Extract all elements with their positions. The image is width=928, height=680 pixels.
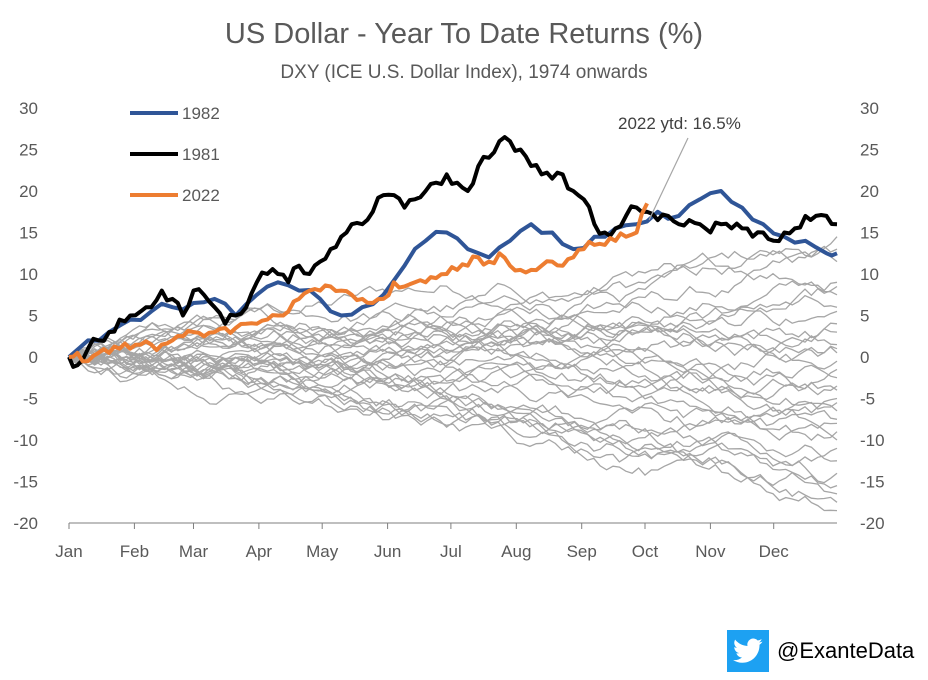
y-tick-label-left: 0 bbox=[29, 348, 38, 367]
y-tick-label-right: -20 bbox=[860, 514, 885, 533]
background-series-line bbox=[68, 350, 838, 484]
y-tick-label-right: 10 bbox=[860, 265, 879, 284]
y-tick-label-left: -20 bbox=[13, 514, 38, 533]
x-tick-labels: Jan Feb Mar Apr May Jun Jul Aug Sep Oct Nov Dec bbox=[55, 542, 789, 561]
y-tick-label-right: -5 bbox=[860, 390, 875, 409]
y-tick-label-right: 30 bbox=[860, 99, 879, 118]
series-line-1982 bbox=[67, 189, 838, 359]
x-tick-label: Mar bbox=[179, 542, 209, 561]
y-tick-label-left: 15 bbox=[19, 224, 38, 243]
y-axis-left: -20 -15 -10 -5 0 5 10 15 20 25 30 bbox=[13, 99, 38, 533]
x-tick-label: May bbox=[306, 542, 339, 561]
y-tick-label-right: -15 bbox=[860, 473, 885, 492]
x-tick-label: Feb bbox=[120, 542, 149, 561]
background-series-line bbox=[68, 349, 838, 462]
y-tick-label-left: 25 bbox=[19, 141, 38, 160]
y-tick-label-left: -15 bbox=[13, 473, 38, 492]
x-tick-label: Jul bbox=[440, 542, 462, 561]
y-tick-label-right: 20 bbox=[860, 182, 879, 201]
x-tick-label: Aug bbox=[501, 542, 531, 561]
x-tick-label: Nov bbox=[695, 542, 726, 561]
twitter-credit[interactable]: @ExanteData bbox=[727, 628, 914, 674]
y-tick-label-left: 20 bbox=[19, 182, 38, 201]
x-tick-label: Dec bbox=[759, 542, 790, 561]
x-tick-label: Sep bbox=[567, 542, 597, 561]
legend: 1982 1981 2022 bbox=[130, 104, 220, 205]
background-series-line bbox=[68, 308, 838, 361]
y-tick-label-right: 5 bbox=[860, 307, 869, 326]
legend-label-2022: 2022 bbox=[182, 186, 220, 205]
background-series-line bbox=[68, 334, 838, 401]
y-tick-label-left: 30 bbox=[19, 99, 38, 118]
series-line-1981 bbox=[67, 135, 838, 369]
background-series-line bbox=[68, 320, 838, 377]
x-axis bbox=[68, 522, 837, 529]
annotation-text: 2022 ytd: 16.5% bbox=[618, 114, 741, 133]
background-series-line bbox=[68, 331, 838, 392]
background-series-line bbox=[68, 294, 838, 358]
twitter-bird-icon bbox=[727, 630, 769, 672]
background-series-line bbox=[68, 354, 838, 489]
y-tick-label-right: 0 bbox=[860, 348, 869, 367]
background-series-line bbox=[68, 249, 838, 361]
background-series-line bbox=[68, 351, 838, 503]
background-series-line bbox=[68, 342, 838, 419]
chart-title: US Dollar - Year To Date Returns (%) bbox=[224, 18, 704, 50]
background-series-group bbox=[68, 236, 838, 512]
y-tick-label-left: 10 bbox=[19, 265, 38, 284]
chart-subtitle: DXY (ICE U.S. Dollar Index), 1974 onward… bbox=[280, 62, 648, 83]
y-tick-label-right: -10 bbox=[860, 431, 885, 450]
x-tick-label: Apr bbox=[246, 542, 273, 561]
y-tick-label-left: -5 bbox=[23, 390, 38, 409]
x-tick-label: Jan bbox=[55, 542, 82, 561]
annotation: 2022 ytd: 16.5% bbox=[618, 114, 741, 221]
x-tick-label: Jun bbox=[374, 542, 401, 561]
x-tick-label: Oct bbox=[632, 542, 659, 561]
background-series-line bbox=[68, 236, 838, 358]
y-tick-label-left: -10 bbox=[13, 431, 38, 450]
background-series-line bbox=[68, 355, 838, 512]
annotation-leader-line bbox=[648, 137, 689, 221]
y-tick-label-left: 5 bbox=[29, 307, 38, 326]
background-series-line bbox=[68, 307, 838, 364]
y-tick-label-right: 15 bbox=[860, 224, 879, 243]
series-line-2022 bbox=[68, 202, 649, 364]
legend-label-1981: 1981 bbox=[182, 145, 220, 164]
y-tick-label-right: 25 bbox=[860, 141, 879, 160]
background-series-line bbox=[68, 333, 838, 441]
y-axis-right: -20 -15 -10 -5 0 5 10 15 20 25 30 bbox=[860, 99, 885, 533]
twitter-handle: @ExanteData bbox=[777, 638, 915, 663]
background-series-line bbox=[68, 343, 838, 495]
highlighted-series-group bbox=[67, 135, 838, 369]
legend-label-1982: 1982 bbox=[182, 104, 220, 123]
background-series-line bbox=[68, 328, 838, 383]
background-series-line bbox=[68, 314, 838, 367]
